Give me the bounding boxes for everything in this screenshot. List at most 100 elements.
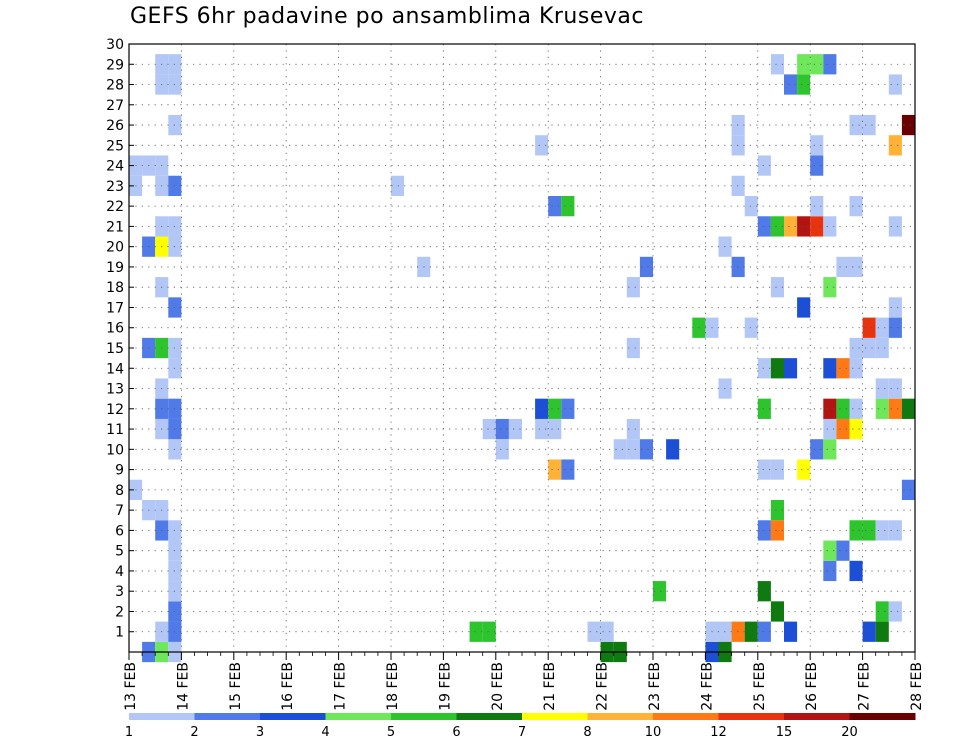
heatmap-cell xyxy=(875,601,889,622)
heatmap-cell xyxy=(626,337,640,359)
heatmap-cell xyxy=(823,540,837,561)
y-tick-label: 5 xyxy=(115,544,124,560)
heatmap-cell xyxy=(901,479,915,500)
heatmap-cell xyxy=(548,398,562,419)
heatmap-cell xyxy=(508,418,522,440)
heatmap-cell xyxy=(587,621,601,642)
y-tick-label: 23 xyxy=(106,179,124,195)
y-tick-label: 21 xyxy=(106,219,124,235)
y-tick-label: 16 xyxy=(106,321,124,337)
heatmap-cell xyxy=(495,439,509,460)
x-tick-label: 21 FEB xyxy=(542,662,558,711)
heatmap-cell xyxy=(784,621,798,642)
heatmap-cell xyxy=(888,135,902,156)
heatmap-cells xyxy=(129,54,915,663)
colorbar-swatch xyxy=(391,713,457,720)
heatmap-cell xyxy=(482,418,496,440)
heatmap-cell xyxy=(836,540,850,561)
heatmap-cell xyxy=(784,358,798,379)
colorbar-label: 1 xyxy=(125,725,133,740)
heatmap-cell xyxy=(862,621,876,642)
x-tick-label: 26 FEB xyxy=(804,662,820,711)
y-tick-label: 29 xyxy=(106,57,124,73)
heatmap-cell xyxy=(901,114,915,136)
heatmap-cell xyxy=(639,256,653,278)
heatmap-cell xyxy=(875,317,889,338)
colorbar-swatch xyxy=(456,713,523,720)
heatmap-cell xyxy=(797,216,811,237)
y-tick-label: 9 xyxy=(115,463,124,479)
heatmap-cell xyxy=(849,398,863,419)
heatmap-cell xyxy=(757,621,771,642)
heatmap-cell xyxy=(823,439,837,460)
heatmap-cell xyxy=(823,54,837,75)
y-tick-label: 19 xyxy=(106,260,124,276)
heatmap-cell xyxy=(548,196,562,217)
y-tick-label: 25 xyxy=(106,138,124,154)
heatmap-cell xyxy=(495,418,509,440)
colorbar-label: 7 xyxy=(518,725,526,740)
heatmap-cell xyxy=(875,378,889,399)
y-tick-label: 11 xyxy=(106,422,124,438)
heatmap-cell xyxy=(757,520,771,541)
heatmap-cell xyxy=(836,398,850,419)
colorbar-label: 15 xyxy=(776,725,793,740)
y-tick-label: 12 xyxy=(106,402,124,418)
heatmap-cell xyxy=(810,54,824,75)
heatmap-cell xyxy=(770,520,784,541)
y-tick-label: 20 xyxy=(106,240,124,256)
heatmap-cell xyxy=(849,256,863,278)
heatmap-cell xyxy=(862,520,876,541)
heatmap-cell xyxy=(797,297,811,318)
heatmap-cell xyxy=(626,277,640,298)
y-tick-label: 15 xyxy=(106,341,124,357)
heatmap-cell xyxy=(626,418,640,440)
y-tick-label: 30 xyxy=(106,37,124,53)
heatmap-cell xyxy=(810,439,824,460)
heatmap-cell xyxy=(849,196,863,217)
x-tick-label: 14 FEB xyxy=(175,662,191,711)
heatmap-cell xyxy=(469,621,483,642)
heatmap-cell xyxy=(770,54,784,75)
heatmap-cell xyxy=(823,277,837,298)
heatmap-cell xyxy=(770,216,784,237)
colorbar-swatch xyxy=(653,713,719,720)
heatmap-cell xyxy=(836,358,850,379)
x-tick-label: 19 FEB xyxy=(437,662,453,711)
colorbar-label: 10 xyxy=(645,725,662,740)
colorbar-swatch xyxy=(587,713,654,720)
heatmap-cell xyxy=(810,135,824,156)
heatmap-cell xyxy=(849,418,863,440)
heatmap-cell xyxy=(836,256,850,278)
y-tick-label: 1 xyxy=(115,625,124,641)
colorbar-swatch xyxy=(260,713,326,720)
colorbar-swatch xyxy=(784,713,850,720)
heatmap-cell xyxy=(823,418,837,440)
colorbar-label: 12 xyxy=(710,725,727,740)
x-axis: 13 FEB 14 FEB 15 FEB 16 FEB 17 FEB 18 FEB 19 F… xyxy=(123,652,925,711)
y-tick-label: 13 xyxy=(106,382,124,398)
heatmap-cell xyxy=(823,560,837,582)
heatmap-cell xyxy=(888,601,902,622)
heatmap-cell xyxy=(561,196,575,217)
colorbar-label: 5 xyxy=(387,725,395,740)
heatmap-cell xyxy=(888,520,902,541)
heatmap-cell xyxy=(875,337,889,359)
x-tick-label: 24 FEB xyxy=(699,662,715,711)
heatmap-cell xyxy=(757,398,771,419)
y-tick-label: 6 xyxy=(115,523,124,539)
x-tick-label: 20 FEB xyxy=(490,662,506,711)
heatmap-cell xyxy=(875,398,889,419)
heatmap-cell xyxy=(849,337,863,359)
heatmap-cell xyxy=(823,358,837,379)
heatmap-cell xyxy=(862,114,876,136)
y-tick-label: 18 xyxy=(106,280,124,296)
y-tick-label: 17 xyxy=(106,300,124,316)
heatmap-cell xyxy=(836,418,850,440)
x-tick-label: 25 FEB xyxy=(752,662,768,711)
heatmap-cell xyxy=(757,459,771,480)
heatmap-cell xyxy=(653,581,667,602)
heatmap-cell xyxy=(744,621,758,642)
y-tick-label: 7 xyxy=(115,503,124,519)
